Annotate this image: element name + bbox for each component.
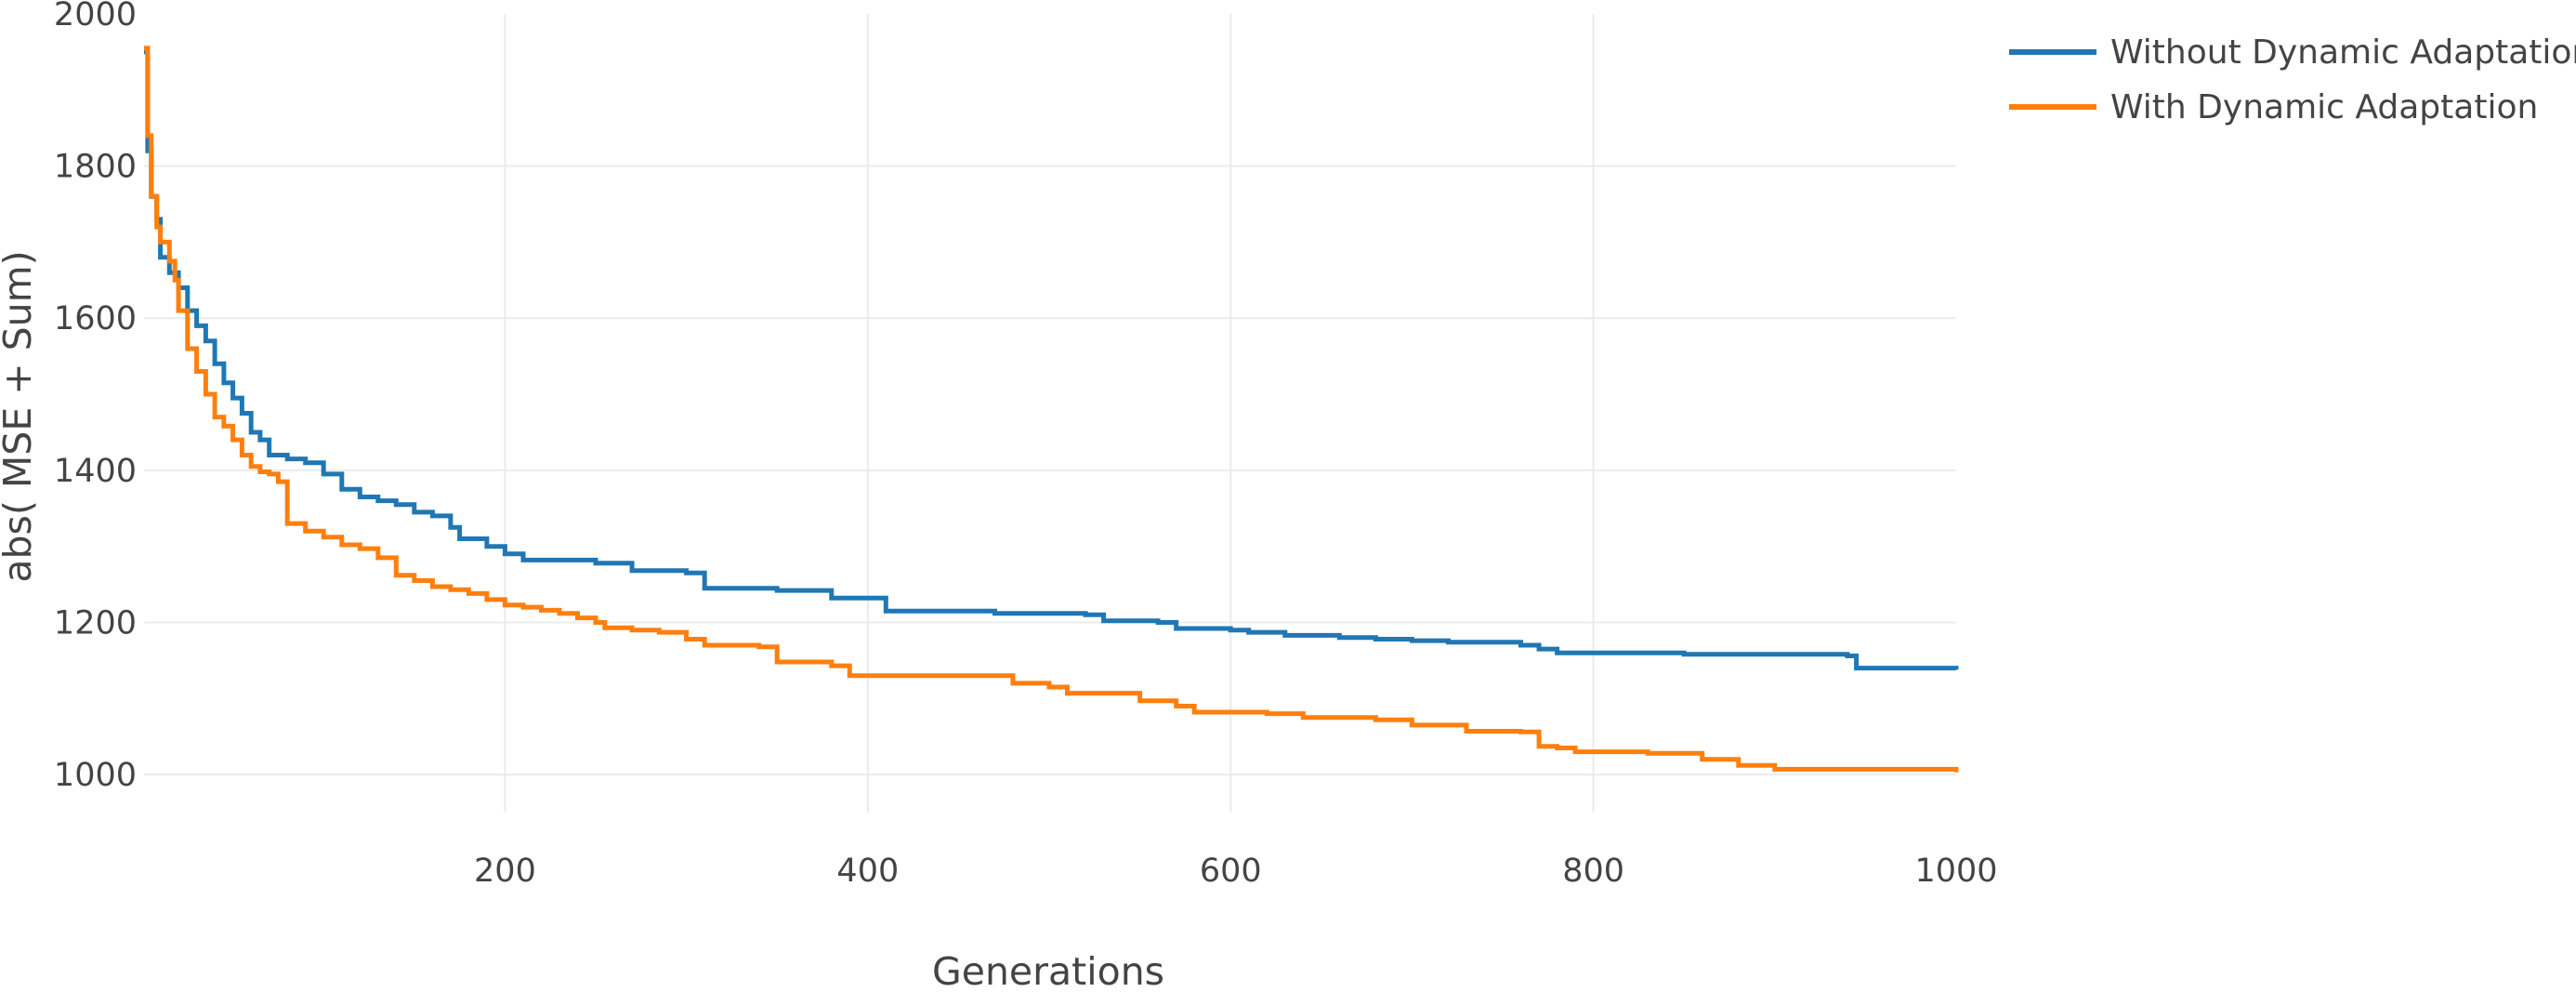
gridlines [144,14,1956,813]
x-tick-label: 800 [1562,853,1624,890]
y-axis-title: abs( MSE + Sum) [0,250,40,582]
y-tick-label: 2000 [54,0,137,33]
y-tick-label: 1200 [54,604,137,641]
y-axis: 1000 1200 1400 1600 1800 2000 [54,0,137,794]
legend-label: Without Dynamic Adaptation [2110,33,2576,72]
x-tick-label: 1000 [1914,853,1997,890]
series-line-without-dynamic-adaptation [144,49,1959,671]
legend-label: With Dynamic Adaptation [2110,88,2538,126]
series-line-with-dynamic-adaptation [144,46,1959,773]
y-tick-label: 1600 [54,300,137,337]
x-tick-label: 600 [1200,853,1262,890]
y-tick-label: 1000 [54,757,137,794]
x-axis-title: Generations [932,949,1164,992]
plot-area [144,46,1959,773]
x-tick-label: 200 [474,853,536,890]
x-axis: 200 400 600 800 1000 [474,853,1998,890]
y-tick-label: 1800 [54,149,137,186]
legend: Without Dynamic Adaptation With Dynamic A… [2009,33,2576,126]
y-tick-label: 1400 [54,453,137,490]
x-tick-label: 400 [836,853,899,890]
